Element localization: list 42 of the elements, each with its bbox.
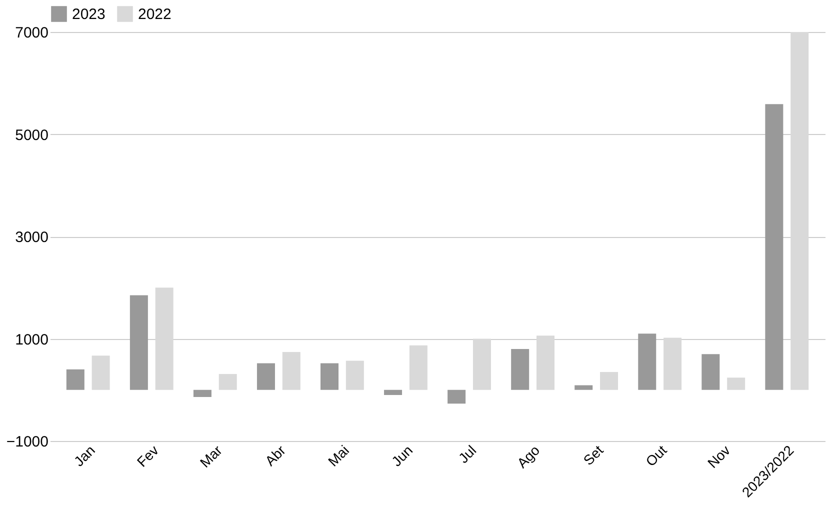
x-tick-label: Mai: [324, 442, 352, 470]
bar: [790, 32, 809, 390]
bar: [765, 104, 784, 390]
bar: [346, 360, 364, 390]
bar: [66, 369, 84, 390]
x-tick-label: Nov: [704, 442, 734, 472]
bar: [472, 338, 491, 390]
y-tick-label: 5000: [15, 126, 48, 144]
x-tick-label: Mar: [196, 442, 226, 470]
x-tick-label: Ago: [514, 442, 543, 472]
bar: [702, 354, 720, 390]
bar: [155, 288, 174, 390]
x-tick-label: Abr: [262, 442, 289, 469]
bar: [448, 390, 466, 404]
y-tick-label: 7000: [15, 24, 48, 42]
bar: [384, 390, 402, 395]
bar: [664, 338, 682, 390]
bar: [409, 345, 428, 390]
y-tick-label: 1000: [15, 331, 48, 348]
x-tick-label: Jul: [455, 442, 480, 466]
bar: [727, 378, 746, 390]
x-tick-label: Jan: [70, 442, 98, 470]
x-tick-label: Jun: [388, 442, 416, 470]
bar: [282, 352, 300, 390]
bar: [600, 372, 618, 390]
legend-label: 2023: [72, 6, 106, 23]
y-tick-label: −1000: [6, 434, 48, 450]
bar: [193, 390, 212, 398]
bar: [638, 334, 656, 390]
x-tick-label: Set: [580, 442, 606, 468]
bar: [574, 385, 593, 390]
bar: [511, 348, 530, 390]
bar: [130, 295, 148, 390]
bar: [320, 363, 339, 390]
bar: [218, 374, 237, 390]
x-tick-label: Out: [642, 442, 670, 470]
y-tick-label: 3000: [15, 229, 48, 246]
legend-label: 2022: [138, 6, 172, 23]
x-tick-label: Fev: [134, 442, 162, 470]
bar: [92, 356, 110, 390]
bar: [256, 363, 275, 390]
bar: [536, 336, 554, 390]
